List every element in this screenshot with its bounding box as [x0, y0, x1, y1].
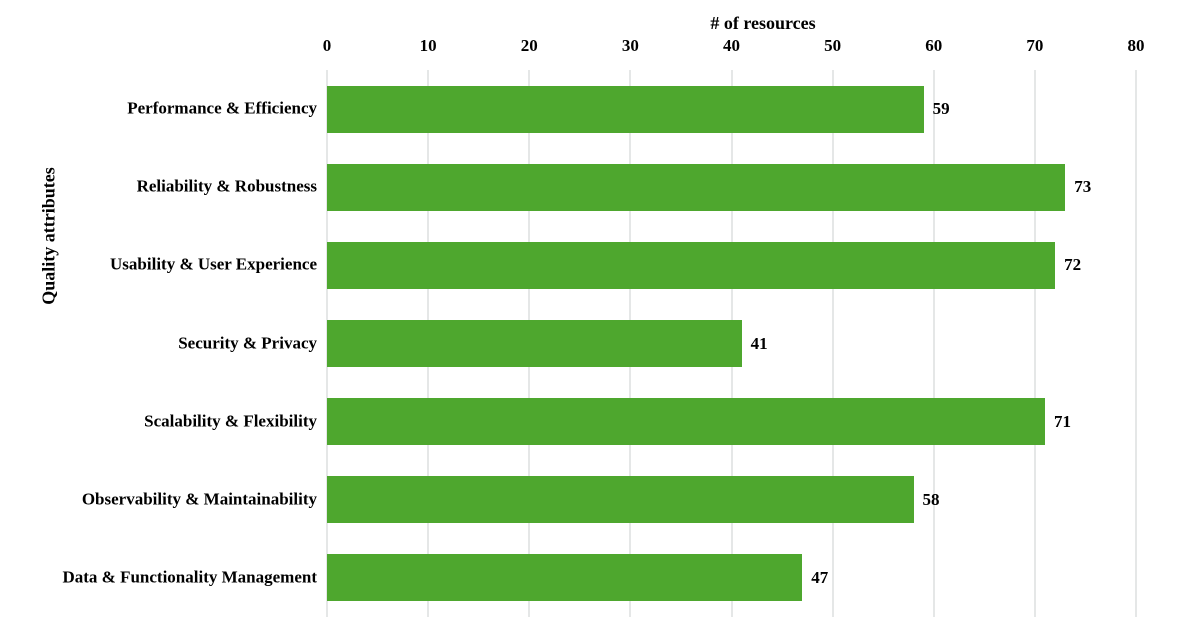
value-label: 58: [922, 489, 940, 509]
value-label: 72: [1064, 255, 1082, 275]
bar: [327, 241, 1056, 289]
category-label: Security & Privacy: [178, 333, 317, 353]
value-label: 71: [1053, 411, 1071, 431]
x-tick-label: 50: [824, 36, 842, 55]
bar: [327, 85, 924, 133]
bar: [327, 476, 914, 524]
x-tick-label: 70: [1026, 36, 1044, 55]
bar: [327, 320, 742, 367]
value-label: 41: [750, 333, 768, 353]
category-label: Observability & Maintainability: [81, 489, 317, 509]
gridline: [831, 70, 834, 617]
category-label: Data & Functionality Management: [62, 567, 317, 587]
x-tick-label: 30: [621, 36, 639, 55]
x-tick-label: 60: [925, 36, 943, 55]
x-tick-label: 0: [322, 36, 332, 55]
category-label: Usability & User Experience: [110, 255, 317, 274]
x-tick-label: 40: [723, 36, 740, 55]
x-tick-label: 10: [419, 36, 437, 55]
gridline: [932, 70, 935, 617]
value-label: 73: [1074, 177, 1092, 197]
value-label: 47: [811, 567, 829, 587]
x-tick-label: 80: [1127, 36, 1145, 55]
bar: [327, 398, 1045, 446]
category-label: Performance & Efficiency: [127, 98, 317, 118]
value-label: 59: [932, 99, 950, 119]
category-label: Scalability & Flexibility: [144, 411, 317, 431]
x-axis-title: # of resources: [710, 13, 816, 33]
gridline: [1033, 70, 1036, 617]
category-label: Reliability & Robustness: [136, 176, 317, 196]
bar: [327, 554, 803, 602]
bar: [327, 163, 1066, 211]
gridline: [1135, 70, 1137, 617]
x-tick-label: 20: [520, 36, 538, 55]
